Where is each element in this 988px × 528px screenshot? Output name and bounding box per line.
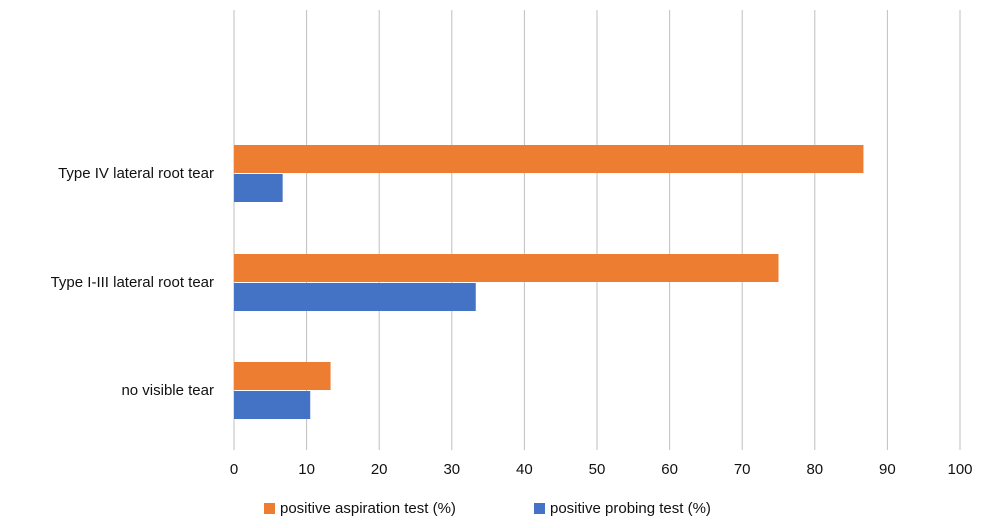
x-tick-label-50: 50 bbox=[589, 461, 606, 478]
x-tick-label-30: 30 bbox=[443, 461, 460, 478]
category-label: Type I-III lateral root tear bbox=[51, 274, 214, 291]
x-tick-label-80: 80 bbox=[806, 461, 823, 478]
category-label: Type IV lateral root tear bbox=[58, 165, 214, 182]
legend-label-1: positive aspiration test (%) bbox=[280, 500, 456, 517]
x-tick-label-40: 40 bbox=[516, 461, 533, 478]
x-tick-label-90: 90 bbox=[879, 461, 896, 478]
probing-bar-2 bbox=[234, 283, 476, 311]
probing-bar-3 bbox=[234, 391, 311, 419]
x-tick-label-100: 100 bbox=[947, 461, 972, 478]
x-tick-label-60: 60 bbox=[661, 461, 678, 478]
x-axis-tick-labels: 0 10 20 30 40 50 60 70 80 90 100 bbox=[230, 461, 973, 478]
bars bbox=[234, 145, 864, 419]
x-tick-label-20: 20 bbox=[371, 461, 388, 478]
x-tick-label-70: 70 bbox=[734, 461, 751, 478]
aspiration-bar-3 bbox=[234, 362, 331, 390]
legend-swatch-1 bbox=[264, 503, 275, 514]
x-tick-label-0: 0 bbox=[230, 461, 238, 478]
category-labels: Type IV lateral root tear Type I-III late… bbox=[51, 165, 214, 399]
category-label: no visible tear bbox=[121, 382, 214, 399]
legend-label-2: positive probing test (%) bbox=[550, 500, 711, 517]
legend: positive aspiration test (%) positive pro… bbox=[264, 500, 711, 517]
aspiration-bar-2 bbox=[234, 254, 779, 282]
aspiration-bar-1 bbox=[234, 145, 864, 173]
legend-swatch-2 bbox=[534, 503, 545, 514]
probing-bar-1 bbox=[234, 174, 283, 202]
gridlines bbox=[233, 10, 961, 450]
x-tick-label-10: 10 bbox=[298, 461, 315, 478]
